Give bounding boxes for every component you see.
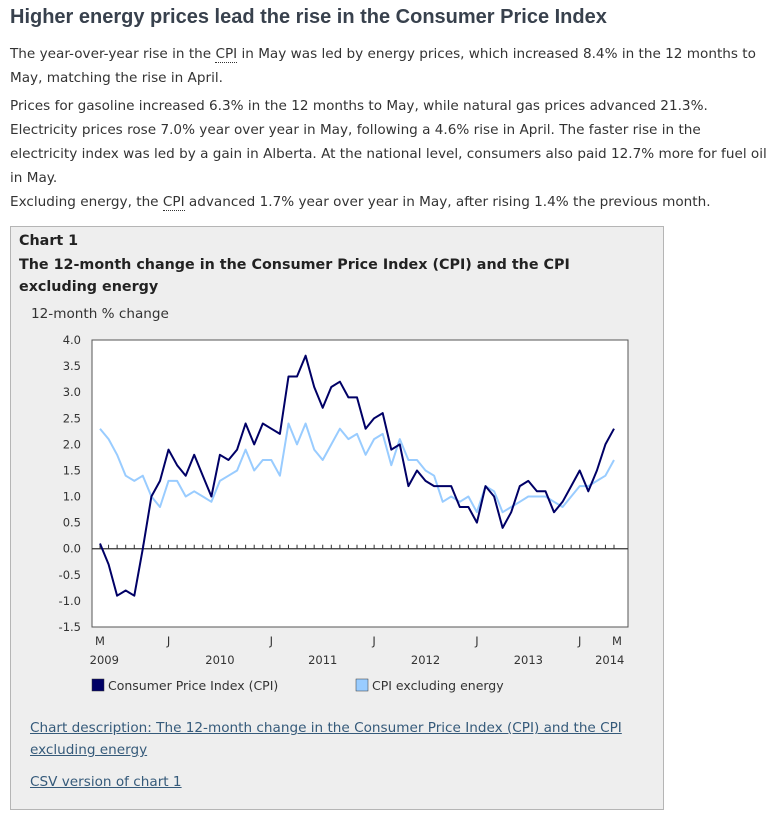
y-tick-label: 0.5	[63, 516, 81, 530]
y-tick-label: 0.0	[63, 542, 81, 556]
y-tick-label: 4.0	[63, 333, 81, 347]
series-line-cpi	[99, 354, 615, 597]
y-tick-label: -1.5	[59, 620, 81, 634]
legend-label: Consumer Price Index (CPI)	[108, 678, 278, 693]
p3-text-b: advanced 1.7% year over year in May, aft…	[184, 194, 711, 210]
y-tick-label: 1.5	[63, 463, 81, 477]
p1-text-a: The year-over-year rise in the	[10, 46, 216, 62]
csv-download-link[interactable]: CSV version of chart 1	[30, 774, 182, 790]
y-tick-label: -0.5	[59, 568, 81, 582]
axis-ticks	[92, 544, 628, 550]
article-title: Higher energy prices lead the rise in th…	[10, 6, 607, 28]
legend-label: CPI excluding energy	[372, 678, 504, 693]
x-year-label: 2014	[595, 653, 624, 667]
x-month-label: J	[371, 634, 375, 648]
series-lines	[99, 354, 615, 597]
legend-swatch	[91, 678, 105, 692]
axis-labels: 4.0 3.5 3.0 2.5 2.0 1.5 1.0 0.5 0.0 -0.5 -1.0 -1.5 M…	[59, 333, 625, 667]
series-line-cpi-excluding-energy	[99, 422, 615, 514]
x-month-label: M	[612, 634, 622, 648]
legend-swatch	[355, 678, 369, 692]
x-month-label: J	[269, 634, 273, 648]
chart-plot: 12-month % change 4.0 3.5 3.0 2.5 2.0 1.5 1.0 0…	[31, 306, 629, 693]
plot-area	[91, 339, 629, 628]
paragraph-energy-prices: The year-over-year rise in the CPI in Ma…	[10, 42, 772, 90]
x-month-label: J	[166, 634, 170, 648]
y-tick-label: 2.0	[63, 437, 81, 451]
chart-container: Chart 1 The 12-month change in the Consu…	[10, 226, 664, 810]
x-year-label: 2009	[90, 653, 119, 667]
x-month-label: J	[577, 634, 581, 648]
paragraph-excluding-energy: Excluding energy, the CPI advanced 1.7% …	[10, 190, 772, 214]
x-year-label: 2013	[514, 653, 543, 667]
y-tick-label: 2.5	[63, 411, 81, 425]
cpi-abbreviation[interactable]: CPI	[162, 194, 185, 211]
x-year-label: 2012	[411, 653, 440, 667]
paragraph-gasoline-electricity: Prices for gasoline increased 6.3% in th…	[10, 98, 767, 186]
y-tick-label: -1.0	[59, 594, 81, 608]
chart-title: The 12-month change in the Consumer Pric…	[19, 257, 570, 295]
y-tick-label: 3.5	[63, 359, 81, 373]
x-month-label: M	[95, 634, 105, 648]
x-year-label: 2010	[205, 653, 234, 667]
y-axis-label: 12-month % change	[31, 306, 169, 322]
p1-text-b: in May was led by energy prices, which i…	[10, 46, 756, 86]
legend: Consumer Price Index (CPI) CPI excluding …	[91, 678, 504, 693]
y-tick-label: 1.0	[63, 490, 81, 504]
cpi-abbreviation[interactable]: CPI	[215, 46, 238, 63]
chart-description-link[interactable]: Chart description: The 12-month change i…	[30, 720, 622, 758]
p3-text-a: Excluding energy, the	[10, 194, 163, 210]
y-tick-label: 3.0	[63, 385, 81, 399]
x-year-label: 2011	[308, 653, 337, 667]
chart-number: Chart 1	[19, 233, 79, 249]
x-month-label: J	[474, 634, 478, 648]
